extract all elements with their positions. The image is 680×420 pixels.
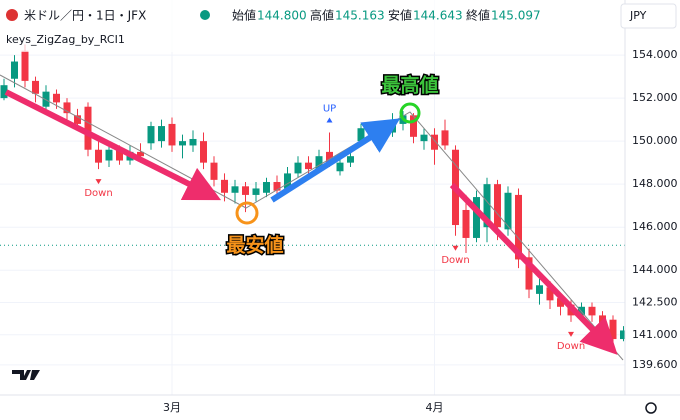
candle-body [189, 138, 197, 146]
candle-body [410, 115, 417, 137]
candle-body [242, 186, 249, 195]
candle-body [95, 149, 102, 163]
y-tick-label: 152.000 [632, 91, 678, 104]
arrow [270, 118, 401, 203]
annotation: 最安値 [226, 234, 283, 257]
candle-body [179, 141, 186, 146]
candle-body [158, 126, 165, 142]
y-tick-label: 141.000 [632, 328, 678, 341]
candle-body [221, 179, 228, 193]
signal-label: UP [323, 104, 336, 115]
price-axis [625, 0, 680, 420]
candle-body [305, 162, 312, 170]
candle-body [462, 209, 470, 238]
arrow [449, 182, 618, 355]
logo[interactable] [12, 370, 40, 380]
candle-body [347, 156, 354, 163]
currency[interactable]: JPY [629, 9, 647, 22]
candle-body [32, 80, 39, 94]
flag-icon [6, 9, 18, 21]
annotation: 最高値 [381, 74, 438, 97]
candle-body [116, 149, 123, 161]
arrow [4, 89, 222, 201]
ohlc-value: 144.800 [257, 9, 307, 23]
candle-body [252, 188, 260, 195]
candle-body [515, 194, 522, 260]
signal-marker [326, 117, 333, 123]
legend-backdrop [0, 0, 560, 52]
candle-body [483, 184, 491, 228]
signal-marker [95, 179, 102, 185]
candle-body [525, 257, 533, 290]
currency-box[interactable] [620, 3, 677, 29]
candle-body [420, 134, 428, 142]
candle-body [42, 91, 50, 107]
candle-body [294, 162, 302, 174]
ohlc-value: 145.163 [335, 9, 385, 23]
candle-body [263, 182, 270, 193]
x-tick-label: 3月 [163, 401, 181, 414]
candle-body [53, 93, 60, 103]
ohlc-legend: 始値 144.800 高値 145.163 安値 144.643 終値 145.097 [232, 8, 541, 23]
candle-body [336, 162, 344, 172]
candle-body [588, 306, 596, 316]
candle-body [0, 85, 8, 99]
candle-body [137, 151, 144, 157]
candle-body [147, 126, 155, 144]
candle-body [494, 184, 501, 228]
candle-body [273, 182, 281, 191]
y-tick-label: 139.600 [632, 358, 678, 371]
candle-body [504, 192, 512, 230]
candle-body [210, 162, 218, 180]
candle-body [231, 186, 239, 193]
zigzag-line [0, 74, 624, 361]
candle-body [284, 173, 291, 189]
y-tick-label: 144.000 [632, 263, 678, 276]
candle-body [200, 141, 207, 163]
y-tick-label: 142.500 [632, 295, 678, 308]
signal-marker [452, 245, 459, 251]
candle-body [74, 115, 81, 124]
candle-body [63, 102, 71, 114]
y-tick-label: 154.000 [632, 48, 678, 61]
ohlc-value: 145.097 [491, 9, 541, 23]
candle-body [473, 197, 480, 238]
signal-label: Down [557, 341, 585, 352]
ohlc-name: 高値 [310, 8, 334, 23]
ohlc-value: 144.643 [413, 9, 463, 23]
candle-body [546, 287, 554, 301]
indicator-label[interactable]: keys_ZigZag_by_RCI1 [6, 33, 125, 46]
candle-body [11, 61, 18, 79]
candle-body [168, 123, 176, 146]
candle-body [84, 106, 92, 150]
symbol-title[interactable]: 米ドル／円・1日・JFX [24, 9, 146, 23]
candle-body [536, 285, 543, 294]
ohlc-name: 終値 [466, 8, 490, 23]
candle-body [557, 298, 564, 307]
status-dot [200, 10, 210, 20]
ohlc-name: 始値 [232, 8, 256, 23]
candle-body [620, 330, 627, 340]
settings-icon[interactable] [645, 402, 657, 414]
candle-body [315, 156, 323, 170]
signal-marker [568, 331, 574, 337]
candle-body [21, 50, 29, 81]
candle-body [326, 151, 333, 163]
candle-body [609, 319, 617, 340]
signal-label: Down [441, 255, 469, 266]
signal-label: Down [84, 188, 112, 199]
plot: Down UP Down Down [0, 44, 627, 352]
high-marker [399, 102, 421, 124]
candle-body [105, 149, 113, 161]
ohlc-name: 安値 [388, 8, 412, 23]
y-tick-label: 148.000 [632, 177, 678, 190]
low-marker [235, 201, 259, 225]
y-tick-label: 146.000 [632, 220, 678, 233]
x-tick-label: 4月 [426, 401, 444, 414]
candle-body [431, 134, 438, 150]
y-tick-label: 150.000 [632, 134, 678, 147]
candle-body [441, 130, 449, 146]
